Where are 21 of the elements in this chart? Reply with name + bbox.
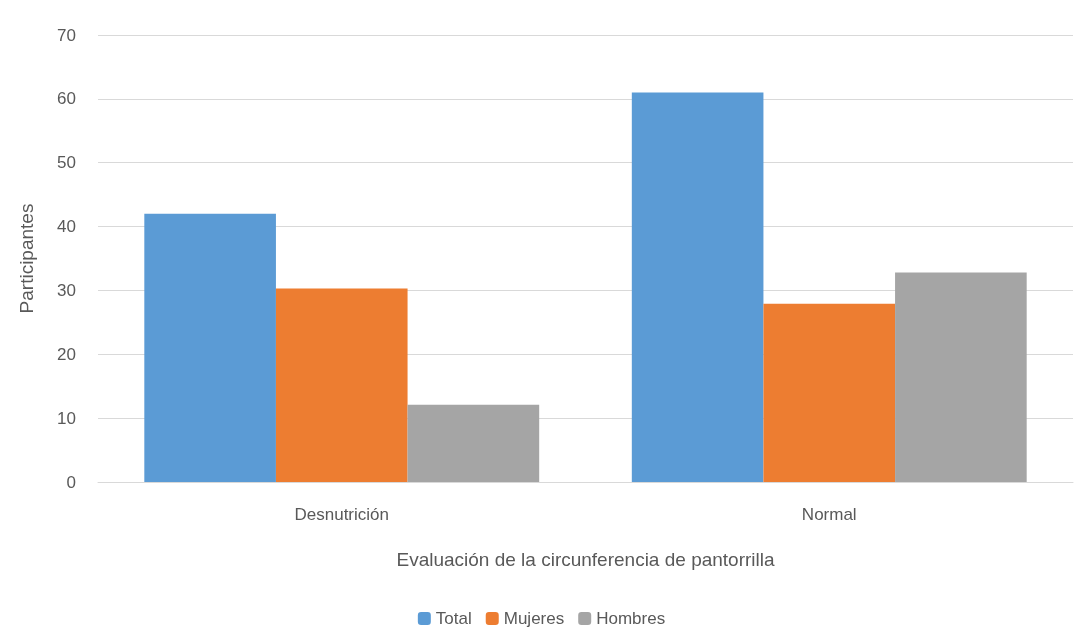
legend-label: Mujeres [503, 609, 565, 628]
y-tick-label: 60 [57, 89, 76, 109]
bar [144, 213, 276, 482]
bar [275, 288, 408, 482]
y-tick-label: 70 [57, 25, 76, 45]
y-tick-label: 50 [57, 153, 76, 173]
x-axis-title: Evaluación de la circunferencia de pantorrilla [396, 549, 775, 570]
legend-label: Total [435, 609, 472, 628]
y-tick-label: 10 [57, 408, 76, 428]
bar [763, 303, 896, 482]
y-tick-label: 20 [57, 344, 76, 364]
y-axis-title: Participantes [16, 203, 37, 314]
x-tick-label: Normal [801, 505, 857, 524]
x-tick-label: Desnutrición [294, 505, 389, 524]
legend-label: Hombres [596, 609, 666, 628]
bar [631, 92, 764, 482]
y-tick-label: 0 [66, 472, 76, 492]
y-tick-label: 30 [57, 280, 76, 300]
y-tick-label: 40 [57, 217, 76, 237]
bar [895, 272, 1027, 482]
bar [407, 404, 540, 482]
